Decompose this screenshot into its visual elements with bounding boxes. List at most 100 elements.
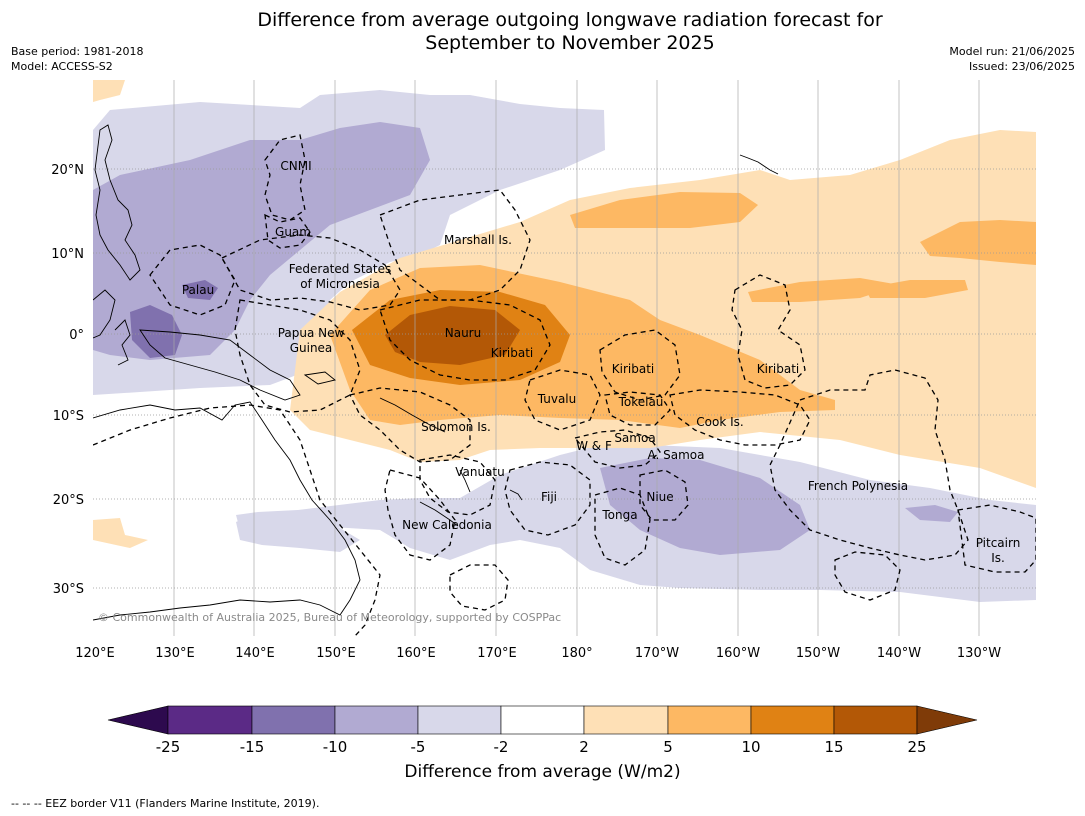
label-new-caledonia: New Caledonia — [402, 518, 492, 532]
colorbar-tick: -2 — [494, 738, 509, 756]
latitude-lines — [93, 168, 1036, 589]
coast-borneo — [93, 289, 116, 339]
label-cook-islands: Cook Is. — [696, 415, 743, 429]
colorbar-bin — [251, 705, 336, 735]
label-png-line2: Guinea — [290, 341, 333, 355]
label-wallis-futuna: W & F — [576, 439, 612, 453]
lat-tick: 10°S — [53, 409, 84, 424]
anomaly-shade-minus10-south-pacific — [600, 458, 810, 555]
label-vanuatu: Vanuatu — [455, 465, 505, 479]
anomaly-shade-plus2-coral-sea — [93, 518, 148, 548]
anomaly-shade-plus2-philippines — [93, 80, 125, 102]
label-fsm-line2: of Micronesia — [300, 277, 380, 291]
anomaly-shade-plus5-east-mid2 — [865, 280, 968, 298]
label-cnmi: CNMI — [280, 159, 311, 173]
lon-tick: 140°W — [877, 646, 921, 661]
lon-tick: 150°W — [796, 646, 840, 661]
eez-fsm — [221, 234, 401, 311]
lon-tick: 180° — [561, 646, 592, 661]
model-name: Model: ACCESS-S2 — [11, 60, 113, 73]
eez-borders — [93, 134, 1036, 636]
colorbar-bin — [417, 705, 502, 735]
coast-hawaii — [739, 154, 779, 175]
eez-samoa — [573, 429, 661, 469]
colorbar-title: Difference from average (W/m2) — [404, 762, 681, 782]
eez-png — [234, 299, 361, 413]
copyright-notice: © Commonwealth of Australia 2025, Bureau… — [98, 611, 561, 624]
coastlines — [93, 124, 779, 621]
coast-new-caledonia — [419, 501, 459, 527]
eez-kiribati-east — [731, 274, 806, 389]
label-fsm-line1: Federated States — [289, 262, 391, 276]
eez-norfolk — [449, 564, 509, 611]
label-niue: Niue — [646, 490, 673, 504]
lon-tick: 140°E — [235, 646, 275, 661]
colorbar-bin — [833, 705, 918, 735]
colorbar-bin — [334, 705, 419, 735]
coast-vanuatu — [459, 469, 471, 493]
coast-australia — [93, 401, 361, 621]
colorbar-cap-high — [916, 705, 978, 735]
eez-vanuatu — [419, 454, 496, 516]
eez-footnote: -- -- -- EEZ border V11 (Flanders Marine… — [11, 797, 320, 810]
label-marshall-islands: Marshall Is. — [444, 233, 512, 247]
lat-tick: 0° — [69, 328, 84, 343]
colorbar-tick: 15 — [824, 738, 843, 756]
label-fiji: Fiji — [541, 490, 557, 504]
lat-tick: 20°S — [53, 493, 84, 508]
label-kiribati-east: Kiribati — [757, 362, 799, 376]
anomaly-shade-minus5-coral-sea — [236, 512, 360, 552]
label-nauru: Nauru — [445, 326, 481, 340]
coast-new-britain — [303, 371, 337, 385]
anomaly-shade-minus10-west-pacific — [93, 122, 430, 360]
label-png-line1: Papua New — [278, 326, 345, 340]
label-pitcairn-line1: Pitcairn — [976, 536, 1021, 550]
coast-solomon — [379, 397, 446, 433]
eez-fiji — [504, 461, 591, 536]
issued-date: Issued: 23/06/2025 — [968, 60, 1075, 73]
coast-philippines — [94, 124, 141, 281]
label-french-polynesia: French Polynesia — [808, 479, 908, 493]
eez-cnmi — [264, 134, 306, 221]
colorbar-tick-labels: -25 -15 -10 -5 -2 2 5 10 15 25 — [156, 738, 927, 756]
coast-sulawesi — [114, 319, 131, 366]
lon-tick: 150°E — [316, 646, 356, 661]
chart-title-line1: Difference from average outgoing longwav… — [257, 9, 883, 31]
label-kiribati-central: Kiribati — [612, 362, 654, 376]
region-labels: CNMI Guam Marshall Is. Federated States … — [182, 159, 1020, 565]
coast-new-guinea — [139, 329, 301, 401]
colorbar-cap-low — [107, 705, 169, 735]
eez-french-polynesia — [769, 369, 969, 561]
eez-tuvalu — [524, 369, 601, 431]
model-run: Model run: 21/06/2025 — [949, 45, 1075, 58]
eez-guam — [264, 213, 311, 249]
label-pitcairn-line2: Is. — [991, 551, 1005, 565]
label-palau: Palau — [182, 283, 214, 297]
eez-pitcairn — [957, 504, 1036, 573]
eez-solomon — [349, 387, 471, 463]
lon-tick: 170°W — [635, 646, 679, 661]
anomaly-shade-minus15-palau — [182, 280, 218, 300]
map-area — [93, 80, 1036, 636]
anomaly-shade-plus15-nauru — [385, 306, 520, 365]
colorbar-tick: -25 — [156, 738, 181, 756]
lon-tick: 130°W — [957, 646, 1001, 661]
colorbar-tick: 5 — [663, 738, 673, 756]
latitude-tick-labels: 20°N 10°N 0° 10°S 20°S 30°S — [51, 163, 84, 597]
anomaly-shade-plus5-east-band — [920, 220, 1036, 265]
colorbar-tick: 10 — [741, 738, 760, 756]
eez-australia — [93, 404, 381, 636]
eez-new-caledonia — [384, 469, 456, 561]
colorbar — [107, 705, 978, 735]
eez-marshall — [379, 189, 531, 301]
lat-tick: 30°S — [53, 582, 84, 597]
colorbar-tick: -5 — [411, 738, 426, 756]
label-kiribati-west: Kiribati — [491, 346, 533, 360]
colorbar-tick: 2 — [579, 738, 589, 756]
eez-nauru-kiribati — [379, 299, 551, 381]
anomaly-shade-minus10-east — [905, 505, 958, 522]
eez-niue — [639, 469, 689, 521]
colorbar-tick: -15 — [240, 738, 265, 756]
label-guam: Guam — [275, 225, 311, 239]
coast-fiji — [509, 489, 523, 501]
